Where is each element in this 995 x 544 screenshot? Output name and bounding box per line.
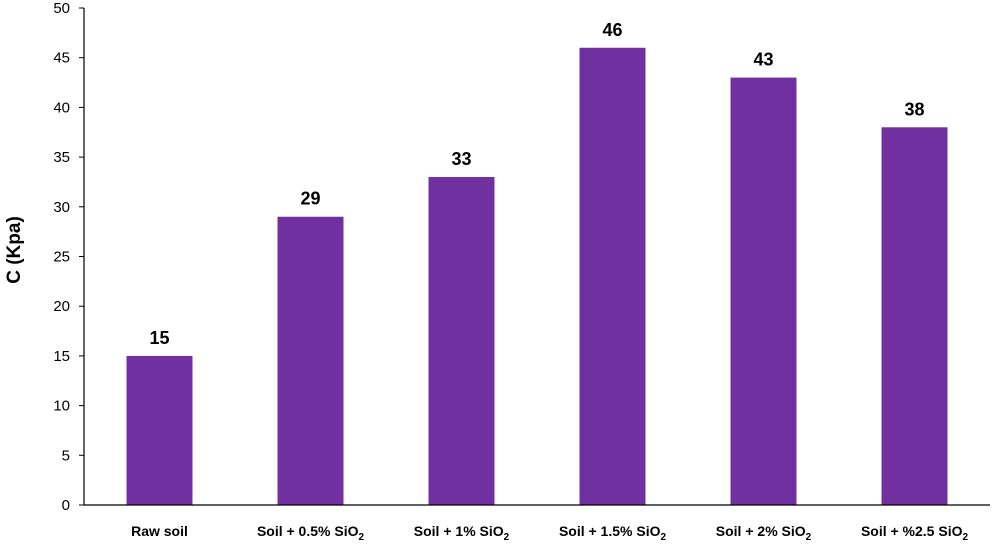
x-category-label: Soil + 0.5% SiO2: [257, 523, 365, 543]
data-labels-group: 15 29 33 46 43 38: [149, 20, 924, 348]
category-text: Soil + 1.5% SiO: [559, 523, 661, 539]
category-text: Soil + %2.5 SiO: [861, 523, 963, 539]
y-tick-label: 40: [53, 99, 70, 116]
data-label: 46: [602, 20, 622, 40]
x-category-label: Soil + 1.5% SiO2: [559, 523, 667, 543]
category-text: Raw soil: [131, 523, 188, 539]
x-category-label: Soil + %2.5 SiO2: [861, 523, 969, 543]
y-axis-label: C (Kpa): [4, 216, 25, 284]
bar: [277, 216, 344, 506]
y-tick-label: 30: [53, 199, 70, 216]
category-subscript: 2: [962, 532, 968, 543]
bar: [881, 127, 948, 505]
y-tick-label: 25: [53, 249, 70, 266]
category-subscript: 2: [358, 532, 364, 543]
y-tick-label: 15: [53, 348, 70, 365]
category-subscript: 2: [806, 532, 812, 543]
category-subscript: 2: [504, 532, 510, 543]
x-categories-group: Raw soil Soil + 0.5% SiO2 Soil + 1% SiO2 So…: [131, 523, 968, 543]
y-tick-label: 35: [53, 149, 70, 166]
data-label: 38: [904, 99, 924, 119]
category-text: Soil + 0.5% SiO: [257, 523, 359, 539]
category-text: Soil + 2% SiO: [716, 523, 806, 539]
bar: [428, 176, 495, 506]
data-label: 43: [753, 50, 773, 70]
bars-group: [126, 47, 948, 506]
y-tick-label: 5: [62, 447, 70, 464]
data-label: 33: [451, 149, 471, 169]
x-category-label: Raw soil: [131, 523, 188, 539]
x-category-label: Soil + 2% SiO2: [716, 523, 812, 543]
data-label: 29: [300, 189, 320, 209]
bar: [126, 355, 193, 505]
y-tick-label: 20: [53, 298, 70, 315]
bar: [730, 77, 797, 505]
bar: [579, 47, 646, 505]
y-ticks-group: 0 5 10 15 20 25 30 35 40 45 50: [53, 0, 84, 514]
y-tick-label: 45: [53, 50, 70, 67]
data-label: 15: [149, 328, 169, 348]
category-text: Soil + 1% SiO: [414, 523, 504, 539]
y-tick-label: 50: [53, 0, 70, 17]
y-tick-label: 10: [53, 398, 70, 415]
x-category-label: Soil + 1% SiO2: [414, 523, 510, 543]
y-tick-label: 0: [62, 497, 70, 514]
category-subscript: 2: [660, 532, 666, 543]
